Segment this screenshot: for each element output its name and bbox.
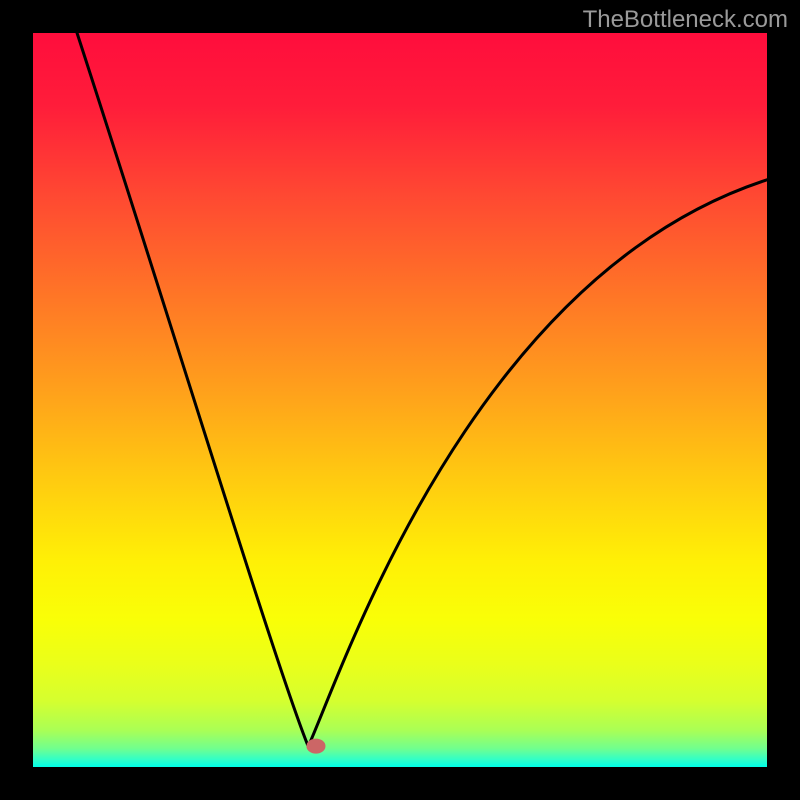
optimal-point-marker bbox=[306, 739, 325, 754]
bottleneck-curve bbox=[33, 33, 767, 767]
plot-area bbox=[33, 33, 767, 767]
watermark-text: TheBottleneck.com bbox=[583, 6, 788, 34]
